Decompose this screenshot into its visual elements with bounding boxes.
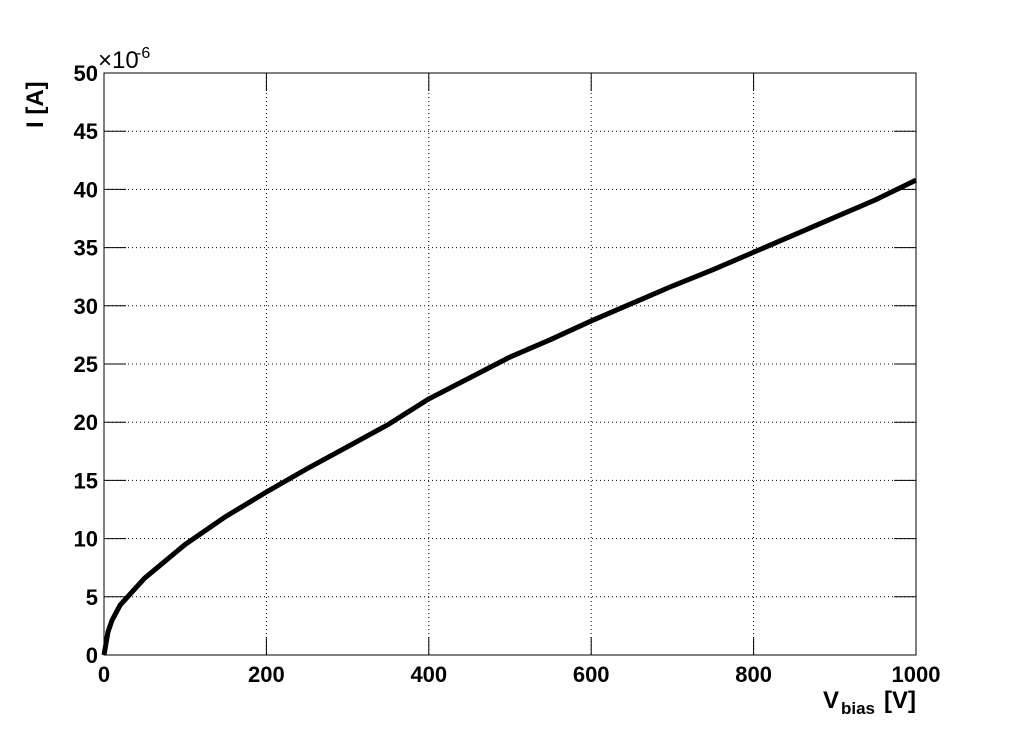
y-tick-label: 15 <box>74 468 98 493</box>
x-tick-label: 1000 <box>892 662 941 687</box>
y-tick-label: 50 <box>74 61 98 86</box>
data-line <box>101 177 918 656</box>
y-tick-label: 30 <box>74 294 98 319</box>
y-tick-label: 35 <box>74 236 98 261</box>
y-axis-label: I [A] <box>22 81 49 128</box>
x-tick-label: 200 <box>248 662 285 687</box>
x-axis-label-sub: bias <box>841 699 875 718</box>
x-tick-label: 400 <box>410 662 447 687</box>
plot-frame <box>103 72 917 656</box>
y-multiplier: ×10 <box>98 47 139 74</box>
y-tick-label: 5 <box>86 585 98 610</box>
y-multiplier-exponent: -6 <box>136 45 150 62</box>
x-axis-label: V <box>823 687 839 714</box>
y-tick-label: 10 <box>74 527 98 552</box>
y-tick-label: 25 <box>74 352 98 377</box>
x-axis-label-unit: [V] <box>884 687 916 714</box>
y-tick-label: 45 <box>74 119 98 144</box>
x-tick-label: 600 <box>573 662 610 687</box>
x-tick-label: 800 <box>735 662 772 687</box>
y-tick-label: 40 <box>74 177 98 202</box>
y-tick-label: 20 <box>74 410 98 435</box>
x-tick-label: 0 <box>98 662 110 687</box>
y-tick-label: 0 <box>86 643 98 668</box>
